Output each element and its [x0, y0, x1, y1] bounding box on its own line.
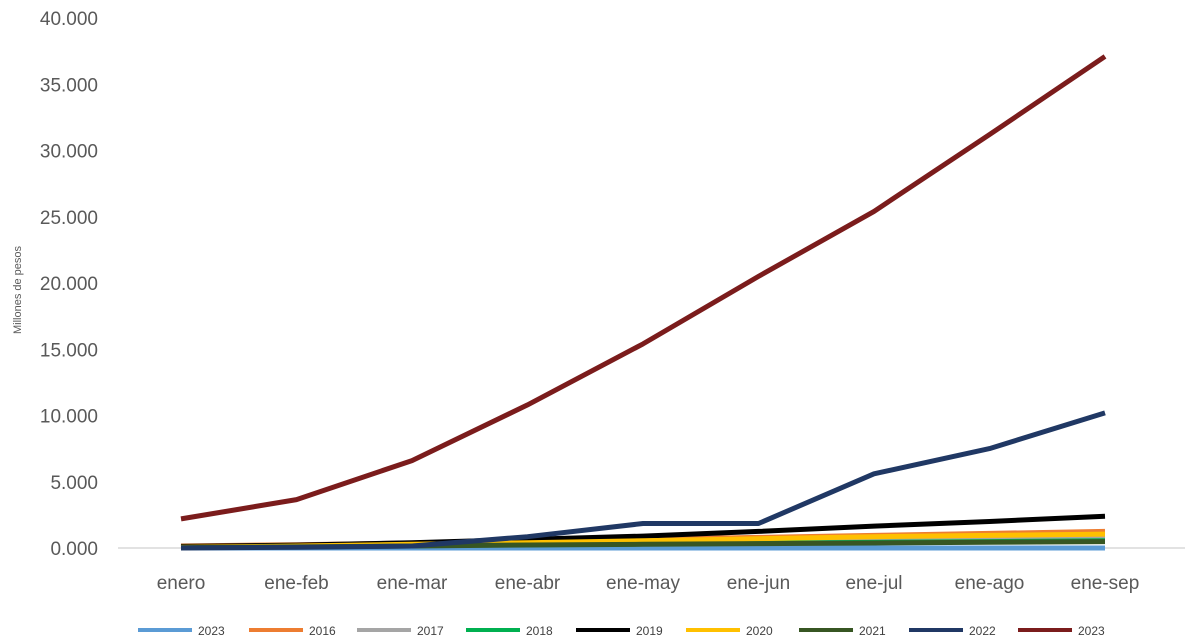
x-tick-label: ene-may [606, 573, 680, 594]
y-tick-label: 25.000 [40, 208, 98, 229]
legend-label: 2021 [859, 624, 886, 638]
legend-label: 2023 [1078, 624, 1105, 638]
legend-label: 2019 [636, 624, 663, 638]
x-tick-label: ene-ago [955, 573, 1025, 594]
y-tick-label: 20.000 [40, 274, 98, 295]
y-tick-label: 15.000 [40, 340, 98, 361]
series-lines [180, 54, 1107, 551]
x-tick-label: ene-jul [845, 573, 902, 594]
x-tick-label: ene-feb [264, 573, 328, 594]
legend-label: 2017 [417, 624, 444, 638]
series-line-8 [180, 54, 1107, 522]
y-tick-label: 35.000 [40, 75, 98, 96]
legend-label: 2022 [969, 624, 996, 638]
x-tick-label: ene-abr [495, 573, 561, 594]
x-tick-label: enero [157, 573, 206, 594]
x-tick-label: ene-jun [727, 573, 790, 594]
legend: 2023 2016 2017 2018 2019 2020 2021 2022 2023 [138, 624, 1105, 638]
x-axis-ticks: enero ene-feb ene-mar ene-abr ene-may ene-jun… [157, 573, 1140, 594]
legend-label: 2016 [309, 624, 336, 638]
legend-label: 2023 [198, 624, 225, 638]
x-tick-label: ene-mar [377, 573, 448, 594]
y-axis-ticks: 0.000 5.000 10.000 15.000 20.000 25.000 30.000… [40, 9, 98, 560]
legend-label: 2018 [526, 624, 553, 638]
series-line-7 [180, 410, 1106, 551]
y-tick-label: 5.000 [50, 473, 98, 494]
y-tick-label: 40.000 [40, 9, 98, 30]
x-tick-label: ene-sep [1071, 573, 1140, 594]
y-tick-label: 30.000 [40, 142, 98, 163]
y-tick-label: 10.000 [40, 407, 98, 428]
y-axis-title: Millones de pesos [12, 245, 24, 334]
legend-label: 2020 [746, 624, 773, 638]
y-tick-label: 0.000 [50, 539, 98, 560]
